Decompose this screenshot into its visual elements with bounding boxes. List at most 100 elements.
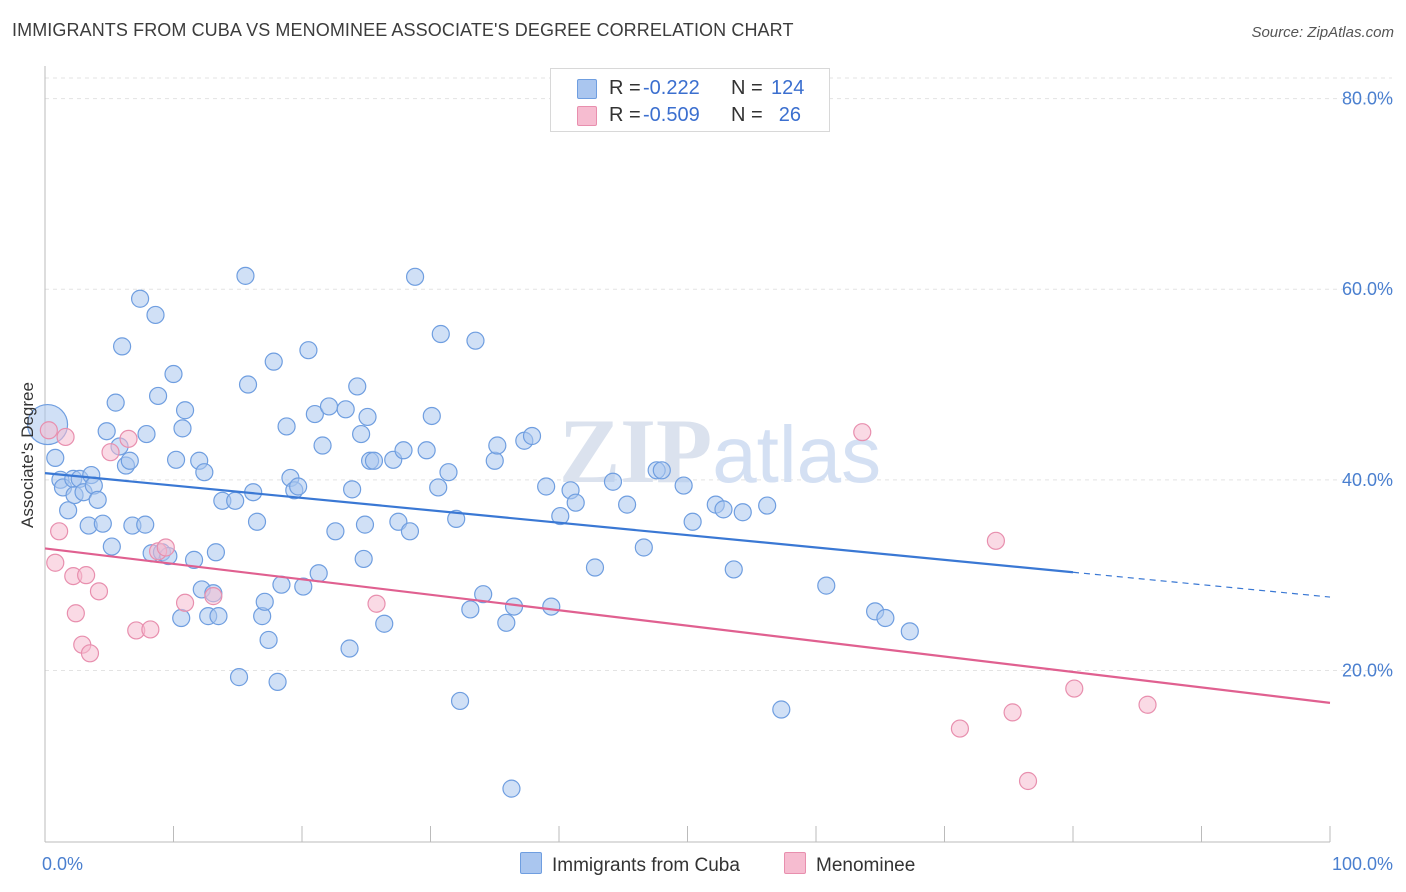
menominee-point bbox=[986, 531, 1006, 550]
cuba-point bbox=[93, 514, 112, 533]
cuba-point bbox=[247, 512, 267, 531]
cuba-point bbox=[447, 509, 466, 529]
cuba-point bbox=[497, 613, 516, 632]
y-tick-label: 40.0% bbox=[1342, 470, 1393, 490]
menominee-point bbox=[950, 719, 970, 738]
cuba-point bbox=[272, 575, 291, 594]
menominee-point bbox=[141, 620, 160, 639]
menominee-point bbox=[156, 538, 175, 557]
cuba-trend-line bbox=[44, 472, 1074, 574]
cuba-point bbox=[136, 515, 155, 534]
cuba-point bbox=[336, 400, 355, 419]
cuba-point bbox=[400, 522, 420, 541]
cuba-point bbox=[429, 478, 448, 497]
cuba-point bbox=[164, 364, 183, 384]
cuba-point bbox=[319, 397, 339, 416]
cuba-point bbox=[299, 341, 318, 360]
cuba-point bbox=[355, 515, 375, 534]
legend-r-label: R = bbox=[609, 77, 641, 99]
x-tick-label: 100.0% bbox=[1332, 854, 1393, 874]
cuba-point bbox=[46, 448, 65, 468]
cuba-point bbox=[375, 614, 394, 633]
menominee-point bbox=[175, 593, 195, 612]
cuba-point bbox=[97, 422, 116, 441]
cuba-point bbox=[674, 476, 693, 495]
y-tick-labels: 20.0% 40.0% 60.0% 80.0% bbox=[1342, 89, 1393, 681]
legend-r-value: -0.222 bbox=[643, 77, 700, 99]
cuba-point bbox=[652, 461, 671, 480]
cuba-point bbox=[542, 597, 561, 616]
cuba-point bbox=[289, 477, 308, 496]
menominee-point bbox=[89, 582, 109, 601]
cuba-point bbox=[603, 472, 623, 491]
bottom-legend-cuba: Immigrants from Cuba bbox=[520, 852, 740, 877]
cuba-point bbox=[340, 639, 359, 658]
cuba-point bbox=[450, 691, 470, 711]
y-tick-label: 20.0% bbox=[1342, 660, 1393, 680]
cuba-point bbox=[226, 491, 245, 510]
series-menominee-points bbox=[39, 421, 1157, 791]
cuba-point bbox=[522, 426, 542, 446]
source-label: Source: ZipAtlas.com bbox=[1251, 24, 1394, 41]
chart-title: IMMIGRANTS FROM CUBA VS MENOMINEE ASSOCI… bbox=[12, 20, 794, 40]
cuba-point bbox=[236, 266, 255, 285]
menominee-point bbox=[1003, 703, 1022, 722]
cuba-point bbox=[817, 576, 836, 595]
bottom-legend-swatch-menominee bbox=[784, 852, 806, 874]
bottom-legend-menominee: Menominee bbox=[784, 852, 915, 877]
cuba-point bbox=[474, 585, 493, 604]
cuba-point bbox=[724, 560, 743, 579]
legend-n-value: 26 bbox=[778, 104, 801, 126]
grid-lines bbox=[45, 77, 1392, 671]
cuba-point bbox=[551, 506, 570, 526]
cuba-point bbox=[502, 779, 521, 798]
legend-n-value: 124 bbox=[771, 77, 805, 99]
cuba-point bbox=[229, 668, 249, 687]
cuba-trend-line-extrapolated bbox=[1072, 571, 1331, 598]
cuba-point bbox=[206, 543, 226, 562]
cuba-point bbox=[166, 450, 186, 469]
menominee-point bbox=[119, 429, 138, 448]
cuba-point bbox=[348, 377, 367, 396]
axes bbox=[44, 66, 1331, 843]
cuba-point bbox=[146, 305, 165, 325]
menominee-point bbox=[367, 594, 386, 613]
cuba-point bbox=[772, 700, 791, 719]
cuba-point bbox=[417, 441, 436, 460]
cuba-point bbox=[209, 607, 228, 626]
x-tick-labels: 0.0% 100.0% bbox=[42, 854, 1393, 874]
cuba-point bbox=[618, 495, 637, 514]
cuba-point bbox=[106, 393, 125, 412]
cuba-point bbox=[305, 404, 324, 424]
cuba-point bbox=[683, 512, 702, 531]
menominee-point bbox=[1018, 771, 1038, 791]
menominee-point bbox=[77, 566, 96, 585]
cuba-point bbox=[148, 386, 168, 406]
legend-row-menominee: R = -0.509 N = 26 bbox=[551, 102, 829, 130]
legend-swatch-menominee bbox=[577, 106, 597, 126]
legend-swatch-cuba bbox=[577, 79, 597, 99]
menominee-point bbox=[46, 553, 65, 572]
cuba-point bbox=[120, 451, 139, 470]
legend-n-label: N = bbox=[731, 104, 763, 126]
cuba-point bbox=[634, 538, 653, 557]
y-axis-label: Associate's Degree bbox=[18, 382, 37, 528]
cuba-point bbox=[309, 564, 328, 583]
cuba-point bbox=[566, 493, 585, 512]
cuba-point bbox=[352, 424, 371, 444]
cuba-point bbox=[326, 522, 345, 541]
cuba-point bbox=[537, 477, 556, 496]
cuba-point bbox=[195, 463, 214, 482]
legend-r-value: -0.509 bbox=[643, 104, 700, 126]
cuba-point bbox=[264, 352, 283, 371]
cuba-point bbox=[439, 463, 458, 482]
cuba-point bbox=[466, 331, 485, 350]
cuba-point bbox=[88, 490, 107, 509]
menominee-point bbox=[853, 423, 872, 442]
y-tick-label: 80.0% bbox=[1342, 89, 1393, 109]
cuba-point bbox=[461, 600, 480, 619]
menominee-point bbox=[1138, 695, 1157, 714]
cuba-point bbox=[343, 480, 362, 499]
y-tick-label: 60.0% bbox=[1342, 279, 1393, 299]
